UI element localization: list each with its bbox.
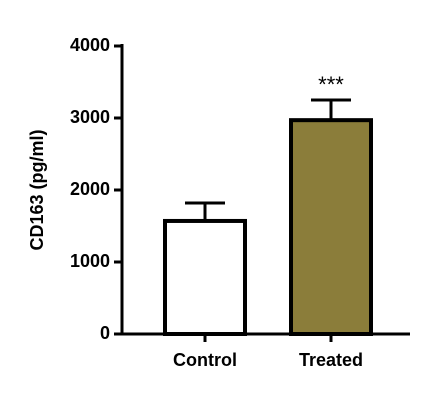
x-tick-label: Treated [299, 350, 363, 370]
bar [289, 118, 373, 336]
y-tick-label: 4000 [70, 35, 110, 55]
y-tick-label: 3000 [70, 107, 110, 127]
bar [163, 218, 247, 337]
x-tick-label: Control [173, 350, 237, 370]
y-tick-label: 0 [100, 323, 110, 343]
annotation: *** [318, 72, 344, 97]
y-tick-label: 1000 [70, 251, 110, 271]
y-axis-label: CD163 (pg/ml) [27, 129, 47, 250]
y-tick-label: 2000 [70, 179, 110, 199]
